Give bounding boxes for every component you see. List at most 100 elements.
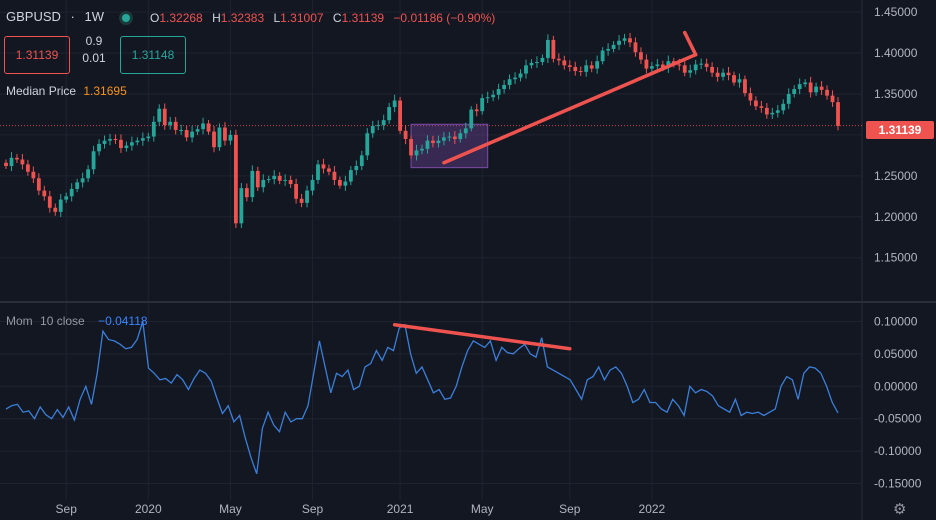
time-tick-label: 2020 bbox=[135, 502, 162, 516]
candle-body bbox=[272, 175, 277, 180]
candle-body bbox=[600, 50, 605, 62]
candle-body bbox=[529, 62, 534, 66]
candle-body bbox=[710, 66, 715, 73]
median-price-legend[interactable]: Median Price 1.31695 bbox=[6, 84, 127, 98]
trendline bbox=[442, 52, 698, 165]
candle-body bbox=[775, 110, 780, 113]
candle-body bbox=[556, 58, 561, 61]
time-tick-label: Sep bbox=[56, 502, 78, 516]
price-tick-label: 1.40000 bbox=[874, 46, 918, 60]
candle-body bbox=[348, 170, 353, 182]
buy-button[interactable]: 1.31148 bbox=[120, 36, 186, 74]
candle-body bbox=[4, 162, 8, 167]
candle-body bbox=[649, 66, 654, 69]
candle-body bbox=[693, 64, 698, 71]
candle-body bbox=[277, 175, 282, 181]
candle-body bbox=[97, 143, 101, 152]
median-price-label: Median Price bbox=[6, 84, 77, 98]
symbol-name[interactable]: GBPUSD bbox=[6, 9, 61, 24]
trend-annotations[interactable] bbox=[392, 30, 698, 351]
candle-body bbox=[354, 166, 359, 171]
candle-body bbox=[58, 199, 63, 212]
candle-body bbox=[387, 107, 392, 121]
candle-body bbox=[36, 178, 41, 191]
candle-body bbox=[732, 75, 736, 83]
candle-body bbox=[102, 140, 107, 144]
momentum-tick-label: 0.00000 bbox=[874, 379, 918, 393]
candle-body bbox=[726, 72, 731, 76]
candle-body bbox=[584, 65, 589, 72]
candle-body bbox=[748, 93, 753, 101]
interval[interactable]: 1W bbox=[84, 9, 105, 24]
candle-body bbox=[370, 125, 375, 134]
candle-body bbox=[452, 136, 457, 139]
candle-body bbox=[431, 140, 435, 144]
candle-body bbox=[825, 89, 829, 96]
candle-body bbox=[42, 190, 47, 197]
momentum-legend[interactable]: Mom 10 close −0.04118 bbox=[6, 314, 148, 328]
candles bbox=[4, 32, 840, 228]
candle-body bbox=[535, 62, 539, 64]
candle-body bbox=[409, 139, 413, 156]
spread-bottom: 0.01 bbox=[82, 51, 106, 65]
open-label: O bbox=[150, 11, 160, 25]
momentum-axis[interactable]: 0.10000 0.05000 0.00000 -0.05000 -0.10000 -0.… bbox=[874, 314, 922, 490]
candle-body bbox=[25, 164, 30, 172]
momentum-tick-label: -0.15000 bbox=[874, 477, 922, 491]
candle-body bbox=[759, 106, 764, 108]
median-price-value: 1.31695 bbox=[83, 84, 127, 98]
candle-body bbox=[250, 170, 255, 198]
candle-body bbox=[86, 169, 91, 179]
candle-body bbox=[485, 97, 490, 99]
candle-body bbox=[299, 198, 304, 203]
price-tick-label: 1.20000 bbox=[874, 210, 918, 224]
candle-body bbox=[562, 60, 567, 66]
candle-body bbox=[425, 140, 430, 149]
candle-body bbox=[797, 84, 802, 90]
time-tick-label: Sep bbox=[559, 502, 581, 516]
high-label: H bbox=[212, 11, 221, 25]
candle-body bbox=[184, 129, 189, 138]
gear-icon[interactable]: ⚙ bbox=[893, 501, 907, 518]
candle-body bbox=[633, 42, 638, 53]
candle-body bbox=[567, 65, 572, 67]
momentum-value: −0.04118 bbox=[98, 314, 148, 328]
symbol-header[interactable]: GBPUSD · 1W bbox=[6, 9, 136, 24]
sell-button[interactable]: 1.31139 bbox=[4, 36, 70, 74]
candle-body bbox=[119, 139, 123, 149]
candle-body bbox=[381, 120, 386, 126]
candle-body bbox=[9, 157, 14, 167]
time-axis[interactable]: Sep 2020 May Sep 2021 May Sep 2022 bbox=[56, 502, 666, 516]
candle-body bbox=[212, 131, 216, 148]
candle-body bbox=[332, 171, 337, 180]
candle-body bbox=[617, 40, 621, 45]
candle-body bbox=[337, 179, 342, 186]
candle-body bbox=[628, 38, 632, 43]
candle-body bbox=[310, 179, 315, 191]
candle-body bbox=[808, 82, 813, 93]
candle-body bbox=[540, 57, 545, 63]
candle-body bbox=[233, 134, 238, 224]
candle-body bbox=[496, 89, 501, 95]
candle-body bbox=[206, 123, 211, 132]
candle-body bbox=[447, 136, 452, 138]
price-tick-label: 1.35000 bbox=[874, 87, 918, 101]
candle-body bbox=[140, 138, 145, 141]
candle-body bbox=[699, 63, 704, 65]
candle-body bbox=[830, 95, 835, 103]
candle-body bbox=[53, 207, 58, 212]
candle-body bbox=[91, 151, 96, 170]
candle-body bbox=[376, 125, 381, 127]
momentum-tick-label: -0.05000 bbox=[874, 412, 922, 426]
candle-body bbox=[414, 150, 419, 156]
candle-body bbox=[677, 64, 682, 66]
spread-readout: 0.9 0.01 bbox=[74, 33, 114, 67]
candle-body bbox=[611, 44, 616, 49]
candle-body bbox=[157, 108, 162, 122]
candle-body bbox=[135, 140, 140, 143]
candle-body bbox=[764, 107, 769, 115]
candle-body bbox=[365, 133, 370, 156]
candle-body bbox=[545, 39, 550, 58]
separator: · bbox=[70, 9, 75, 24]
